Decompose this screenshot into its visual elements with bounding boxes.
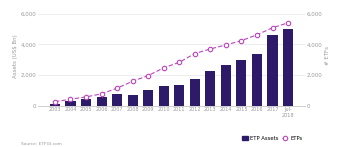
Bar — [159, 86, 169, 106]
Bar — [50, 103, 60, 106]
Bar — [252, 54, 262, 106]
Bar — [66, 101, 75, 106]
Y-axis label: Assets (US$ Bn): Assets (US$ Bn) — [13, 34, 18, 78]
Bar — [96, 97, 107, 106]
Bar — [205, 71, 215, 106]
Bar — [236, 60, 247, 106]
Bar — [221, 65, 231, 106]
Bar — [190, 79, 200, 106]
Bar — [174, 85, 184, 106]
Bar — [81, 99, 91, 106]
Legend: ETP Assets, ETPs: ETP Assets, ETPs — [242, 136, 303, 141]
Y-axis label: # ETFs: # ETFs — [325, 46, 330, 65]
Bar — [143, 90, 153, 106]
Text: Source: ETFGI.com: Source: ETFGI.com — [21, 142, 61, 146]
Bar — [128, 95, 138, 106]
Bar — [283, 29, 293, 106]
Bar — [112, 93, 122, 106]
Bar — [268, 35, 277, 106]
